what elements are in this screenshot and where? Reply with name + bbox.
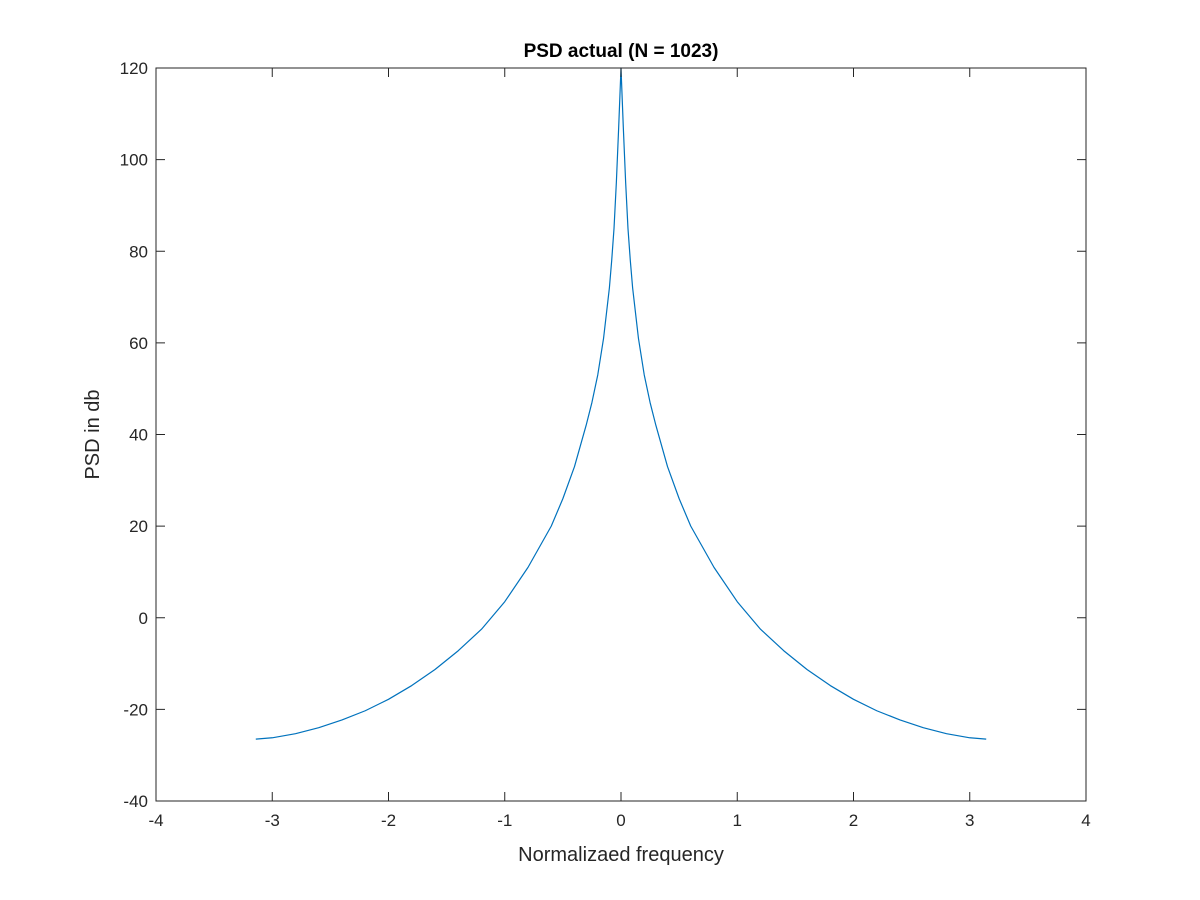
x-tick-label: 4 [1081, 811, 1090, 830]
x-tick-label: 2 [849, 811, 858, 830]
plot-area [156, 68, 1086, 801]
y-tick-label: 20 [129, 517, 148, 536]
axes-box [155, 67, 1087, 802]
x-tick-label: 3 [965, 811, 974, 830]
y-tick-label: 80 [129, 242, 148, 261]
y-tick-label: -40 [123, 792, 148, 811]
y-tick-label: -20 [123, 700, 148, 719]
x-axis-label: Normalizaed frequency [518, 844, 724, 866]
y-tick-label: 120 [120, 59, 148, 78]
y-tick-label: 40 [129, 426, 148, 445]
y-axis-label: PSD in db [82, 389, 104, 479]
y-tick-label: 0 [139, 609, 148, 628]
x-tick-label: -4 [148, 811, 163, 830]
chart-title: PSD actual (N = 1023) [524, 41, 719, 62]
x-tick-label: -1 [497, 811, 512, 830]
x-tick-label: -3 [265, 811, 280, 830]
ticks-group: -4 -3 -2 -1 0 1 2 3 4 -40 -20 0 20 40 60 80 100 120 [120, 59, 1091, 830]
y-tick-label: 100 [120, 151, 148, 170]
y-tick-label: 60 [129, 334, 148, 353]
x-tick-label: 0 [616, 811, 625, 830]
x-tick-label: -2 [381, 811, 396, 830]
x-tick-label: 1 [733, 811, 742, 830]
